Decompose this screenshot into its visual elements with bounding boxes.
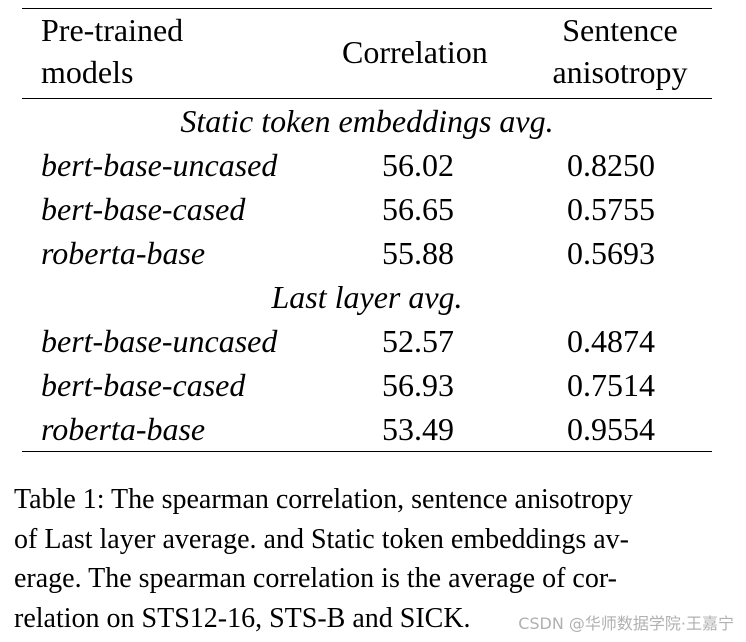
model-name: roberta-base bbox=[41, 235, 206, 271]
results-table: Pre-trained models Correlation Sentence … bbox=[22, 8, 712, 452]
table-header: Pre-trained models Correlation Sentence … bbox=[22, 9, 712, 98]
caption-line: Table 1: The spearman correlation, sente… bbox=[14, 484, 633, 515]
table-top-rule bbox=[22, 8, 712, 9]
section-title: Last layer avg. bbox=[271, 279, 463, 315]
caption-line: erage. The spearman correlation is the a… bbox=[14, 563, 617, 594]
header-anisotropy: Sentence anisotropy bbox=[538, 9, 702, 93]
table-row: bert-base-uncased 56.02 0.8250 bbox=[22, 143, 712, 187]
anisotropy-value: 0.8250 bbox=[567, 147, 655, 183]
table-caption: Table 1: The spearman correlation, sente… bbox=[14, 480, 724, 638]
correlation-value: 56.02 bbox=[382, 147, 454, 183]
caption-line: of Last layer average. and Static token … bbox=[14, 523, 629, 555]
table-row: roberta-base 55.88 0.5693 bbox=[22, 231, 712, 275]
model-name: bert-base-cased bbox=[41, 367, 246, 403]
table-row: bert-base-cased 56.65 0.5755 bbox=[22, 187, 712, 231]
header-correlation: Correlation bbox=[342, 34, 488, 70]
anisotropy-value: 0.5693 bbox=[567, 235, 655, 271]
table-row: roberta-base 53.49 0.9554 bbox=[22, 407, 712, 451]
table-bottom-rule bbox=[22, 451, 712, 452]
anisotropy-value: 0.4874 bbox=[567, 323, 655, 359]
model-name: bert-base-uncased bbox=[41, 323, 278, 359]
anisotropy-value: 0.7514 bbox=[567, 367, 655, 403]
model-name: bert-base-cased bbox=[41, 191, 246, 227]
section-title: Static token embeddings avg. bbox=[180, 103, 554, 139]
header-models-line2: models bbox=[41, 54, 134, 90]
anisotropy-value: 0.9554 bbox=[567, 411, 655, 447]
model-name: roberta-base bbox=[41, 411, 206, 447]
table-header-rule bbox=[22, 98, 712, 99]
table-row: bert-base-uncased 52.57 0.4874 bbox=[22, 319, 712, 363]
anisotropy-value: 0.5755 bbox=[567, 191, 655, 227]
table-row: bert-base-cased 56.93 0.7514 bbox=[22, 363, 712, 407]
correlation-value: 55.88 bbox=[382, 235, 454, 271]
correlation-value: 52.57 bbox=[382, 323, 454, 359]
header-anisotropy-line2: anisotropy bbox=[552, 54, 688, 90]
caption-line: relation on STS12-16, STS-B and SICK. bbox=[14, 602, 471, 634]
header-anisotropy-line1: Sentence bbox=[562, 12, 678, 48]
header-models: Pre-trained models bbox=[41, 9, 183, 93]
csdn-watermark: CSDN @华师数据学院·王嘉宁 bbox=[518, 614, 734, 633]
correlation-value: 53.49 bbox=[382, 411, 454, 447]
correlation-value: 56.93 bbox=[382, 367, 454, 403]
model-name: bert-base-uncased bbox=[41, 147, 278, 183]
header-models-line1: Pre-trained bbox=[41, 12, 184, 48]
correlation-value: 56.65 bbox=[382, 191, 454, 227]
